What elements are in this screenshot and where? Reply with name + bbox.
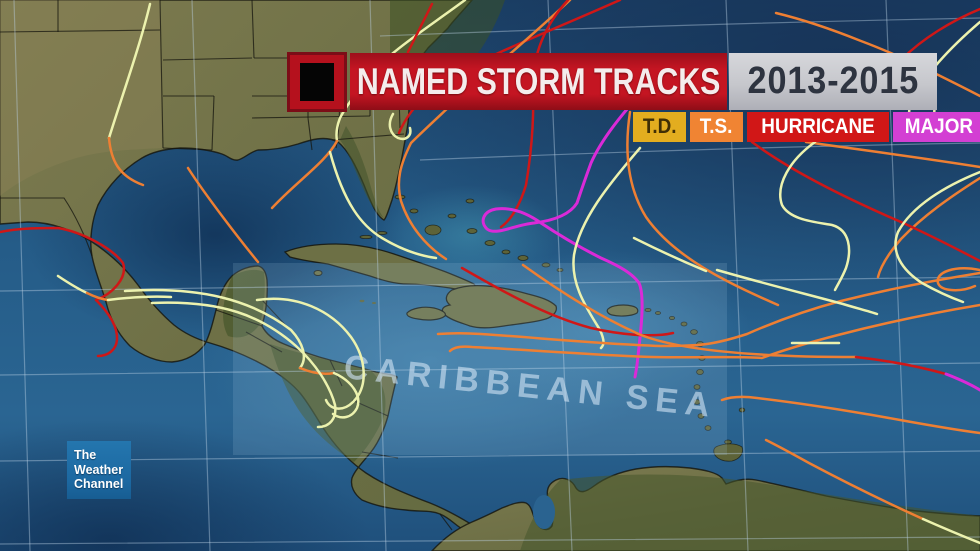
storm-track-ts	[85, 291, 110, 302]
island-hispaniola	[441, 284, 558, 329]
storm-track-td	[106, 295, 173, 302]
storm-track-td	[150, 301, 337, 429]
storm-track-hu	[750, 140, 980, 263]
page-title: NAMED STORM TRACKS	[356, 60, 721, 102]
storm-track-td	[632, 236, 708, 273]
storm-icon-box	[287, 52, 347, 112]
logo-line-3: Channel	[74, 477, 124, 491]
storm-track-ts	[774, 11, 980, 98]
logo-line-2: Weather	[74, 462, 124, 477]
lake-maracaibo	[533, 495, 555, 529]
logo-line-1: The	[74, 448, 97, 462]
storm-track-ts	[876, 176, 980, 279]
storm-track-ts	[270, 139, 339, 210]
storm-track-td	[388, 112, 412, 141]
storm-square-icon	[300, 63, 334, 101]
island-isle-of-youth	[313, 270, 323, 276]
weather-channel-logo: The Weather Channel	[67, 441, 131, 499]
storm-track-ts	[720, 395, 980, 435]
island-puerto-rico	[606, 304, 639, 317]
legend-label-major: MAJOR	[904, 115, 973, 138]
legend-label-td: T.D.	[642, 115, 677, 138]
storm-track-ts	[804, 140, 980, 169]
storm-track-ts	[448, 303, 980, 360]
legend-item-ts: T.S.	[690, 112, 743, 142]
storm-track-major	[944, 372, 980, 392]
storm-track-ts	[626, 110, 780, 307]
storm-track-hu	[94, 298, 119, 358]
title-banner: NAMED STORM TRACKS	[350, 53, 727, 110]
storm-track-hu	[460, 266, 675, 337]
storm-track-td	[715, 268, 879, 316]
storm-track-ts	[107, 136, 145, 187]
storm-track-td	[331, 371, 360, 419]
legend: T.D. T.S. HURRICANE MAJOR	[633, 112, 980, 142]
storm-track-hu	[406, 2, 434, 54]
storm-track-td	[56, 274, 89, 295]
legend-item-hurricane: HURRICANE	[746, 112, 889, 142]
storm-track-td	[779, 140, 851, 292]
storm-track-hu	[0, 226, 126, 302]
storm-track-hu	[499, 0, 570, 229]
storm-track-td	[572, 146, 642, 350]
storm-track-ts	[186, 166, 260, 264]
storm-track-td	[894, 170, 980, 304]
legend-item-major: MAJOR	[892, 112, 980, 142]
storm-track-td	[328, 150, 438, 260]
storm-track-td	[921, 517, 980, 545]
storm-track-major	[481, 90, 644, 379]
period-label: 2013-2015	[747, 60, 919, 102]
storm-track-ts	[436, 271, 980, 348]
island-jamaica	[406, 306, 447, 321]
storm-track-ts	[764, 438, 925, 521]
storm-track-hu	[854, 355, 948, 376]
storm-track-td	[255, 297, 365, 410]
storm-track-ts	[298, 366, 336, 376]
legend-label-ts: T.S.	[700, 115, 733, 138]
storm-track-ts	[936, 267, 980, 292]
caribbean-highlight-box	[233, 263, 727, 455]
storm-track-ts	[521, 263, 858, 359]
legend-item-td: T.D.	[633, 112, 687, 142]
storm-track-td	[107, 2, 152, 140]
period-banner: 2013-2015	[729, 53, 937, 110]
legend-label-hurricane: HURRICANE	[760, 115, 875, 138]
islands-caymans	[359, 299, 376, 304]
